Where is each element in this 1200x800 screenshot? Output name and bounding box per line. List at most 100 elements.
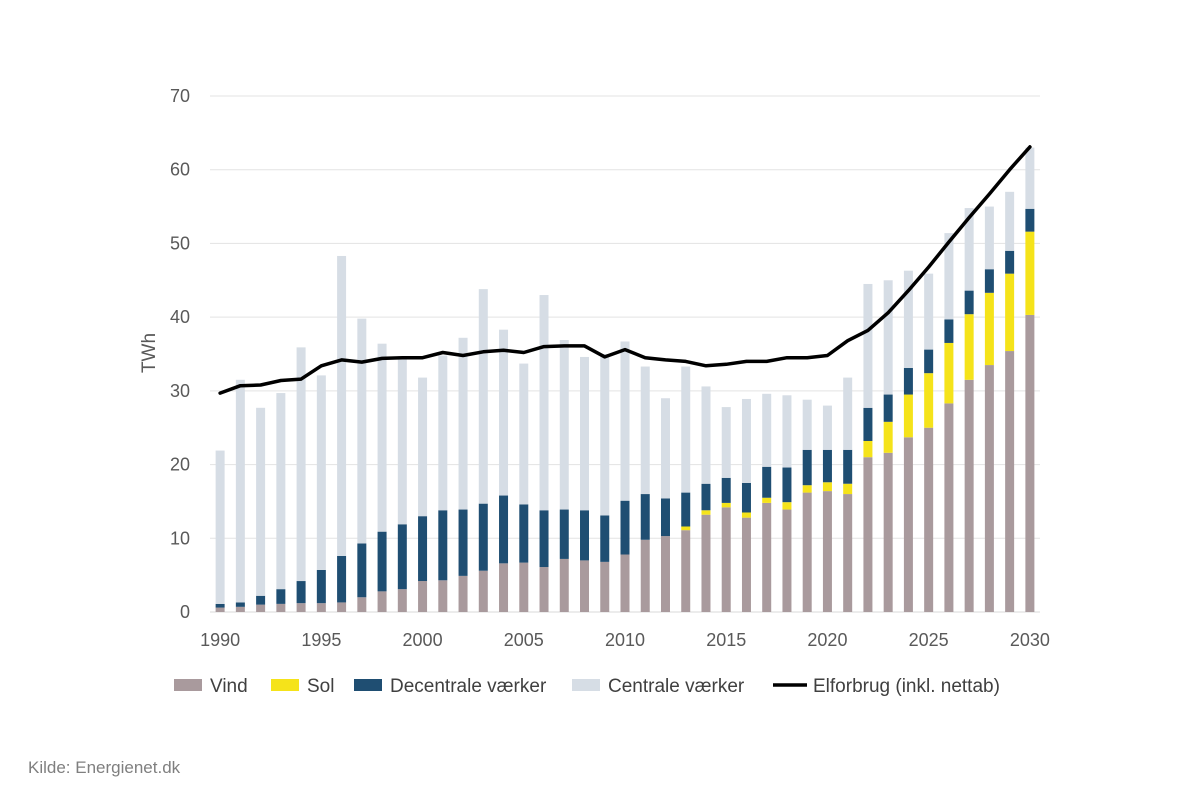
bar-segment	[984, 292, 994, 366]
bar-segment	[640, 494, 650, 540]
x-tick-label: 2020	[807, 630, 847, 650]
bar-segment	[701, 510, 711, 515]
bar-segment	[964, 290, 974, 315]
bar-segment	[721, 407, 731, 478]
y-tick-label: 30	[170, 381, 190, 401]
bar-segment	[316, 569, 326, 604]
bar-segment	[559, 509, 569, 559]
bar-segment	[418, 377, 428, 517]
bar-segment	[377, 591, 387, 612]
legend-item: Decentrale værker	[354, 676, 547, 697]
bar-segment	[964, 208, 974, 291]
bar-segment	[235, 379, 245, 603]
bar-segment	[620, 500, 630, 555]
bar-segment	[863, 457, 873, 612]
bar-segment	[499, 329, 509, 496]
y-tick-label: 10	[170, 528, 190, 548]
bar-segment	[519, 504, 529, 563]
x-tick-label: 2000	[403, 630, 443, 650]
bar-segment	[762, 502, 772, 612]
bar-segment	[580, 356, 590, 511]
bar-segment	[478, 289, 488, 504]
bar-segment	[438, 355, 448, 511]
bar-segment	[762, 393, 772, 467]
bar-segment	[883, 394, 893, 422]
bar-segment	[863, 407, 873, 441]
legend-item: Sol	[271, 676, 334, 697]
bar-segment	[903, 394, 913, 438]
bar-segment	[640, 539, 650, 612]
bar-segment	[640, 366, 650, 495]
y-tick-label: 20	[170, 455, 190, 475]
bars	[215, 147, 1035, 612]
x-tick-label: 2025	[909, 630, 949, 650]
bar-segment	[377, 531, 387, 592]
bar-segment	[701, 514, 711, 612]
bar-segment	[580, 560, 590, 612]
bar-segment	[357, 318, 367, 544]
bar-segment	[944, 342, 954, 404]
bar-segment	[863, 440, 873, 458]
bar-segment	[1005, 351, 1015, 612]
bar-segment	[903, 270, 913, 369]
bar-segment	[843, 377, 853, 450]
bar-segment	[721, 477, 731, 503]
bar-segment	[681, 366, 691, 493]
bar-segment	[438, 580, 448, 612]
bar-segment	[984, 206, 994, 270]
bar-segment	[215, 607, 225, 612]
bar-segment	[337, 602, 347, 612]
legend-swatch	[174, 679, 202, 691]
bar-segment	[296, 347, 306, 582]
bar-segment	[519, 363, 529, 505]
bar-segment	[377, 343, 387, 532]
bar-segment	[782, 395, 792, 468]
bar-segment	[276, 393, 286, 590]
x-tick-label: 2015	[706, 630, 746, 650]
bar-segment	[924, 349, 934, 374]
legend-label: Decentrale værker	[390, 676, 547, 697]
bar-segment	[397, 589, 407, 612]
y-tick-label: 50	[170, 233, 190, 253]
bar-segment	[357, 597, 367, 612]
bar-segment	[660, 498, 670, 537]
bar-segment	[620, 341, 630, 501]
bar-segment	[843, 494, 853, 612]
bar-segment	[276, 589, 286, 604]
x-tick-labels: 1990 1995 2000 2005 2010 2015 2020 2025 2030	[200, 630, 1050, 650]
bar-segment	[741, 483, 751, 513]
bar-segment	[984, 269, 994, 293]
bar-segment	[903, 368, 913, 395]
bar-segment	[235, 602, 245, 607]
y-tick-labels: 0 10 20 30 40 50 60 70	[170, 86, 190, 622]
bar-segment	[559, 558, 569, 612]
y-tick-label: 0	[180, 602, 190, 622]
bar-segment	[215, 450, 225, 604]
bar-segment	[1025, 208, 1035, 232]
bar-segment	[580, 510, 590, 561]
bar-segment	[539, 567, 549, 612]
bar-segment	[478, 503, 488, 571]
bar-segment	[843, 483, 853, 495]
bar-segment	[600, 354, 610, 516]
legend-label: Vind	[210, 676, 248, 697]
bar-segment	[741, 398, 751, 483]
bar-segment	[802, 399, 812, 450]
bar-segment	[1025, 231, 1035, 315]
bar-segment	[458, 575, 468, 612]
y-tick-label: 70	[170, 86, 190, 106]
bar-segment	[681, 530, 691, 612]
bar-segment	[316, 375, 326, 570]
bar-segment	[843, 449, 853, 484]
bar-segment	[924, 427, 934, 612]
bar-segment	[741, 517, 751, 612]
bar-segment	[883, 452, 893, 612]
bar-segment	[397, 356, 407, 525]
bar-segment	[337, 255, 347, 556]
bar-segment	[256, 595, 266, 605]
legend-item: Vind	[174, 676, 248, 697]
bar-segment	[984, 365, 994, 612]
bar-segment	[721, 502, 731, 508]
bar-segment	[660, 536, 670, 612]
